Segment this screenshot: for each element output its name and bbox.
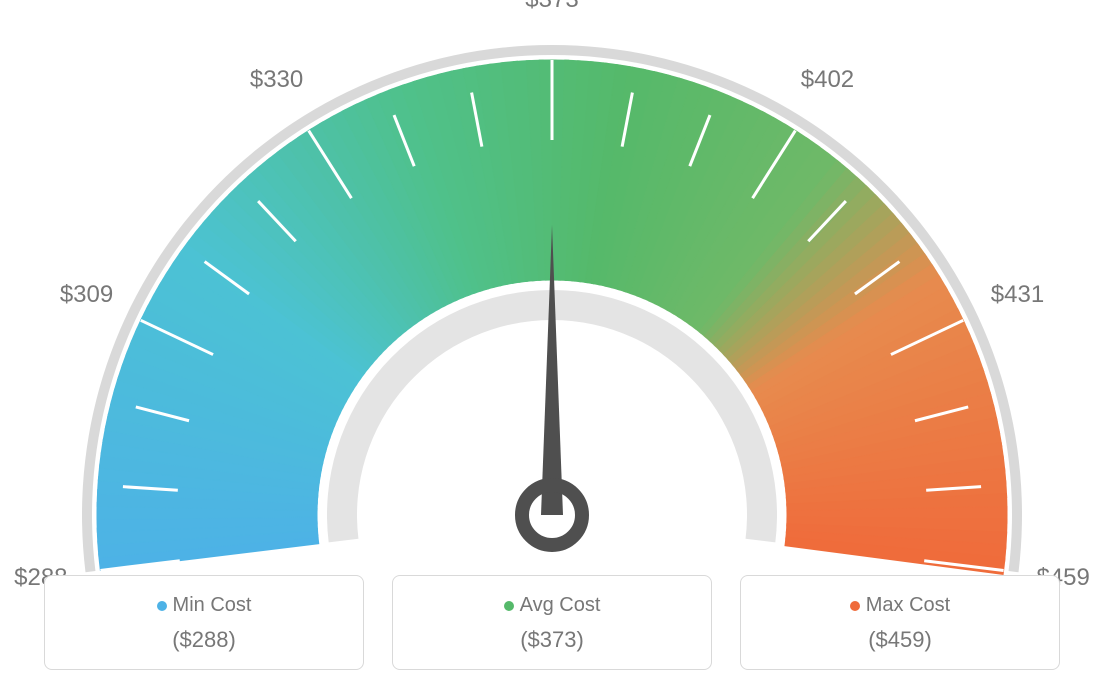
- cost-gauge: $288$309$330$373$402$431$459: [22, 20, 1082, 580]
- legend-label-text: Avg Cost: [520, 594, 601, 616]
- legend-label-text: Min Cost: [173, 594, 252, 616]
- legend-dot-max: [850, 601, 860, 611]
- legend-label: Max Cost: [753, 594, 1047, 617]
- gauge-tick-label: $309: [60, 281, 113, 309]
- legend-label: Avg Cost: [405, 594, 699, 617]
- gauge-tick-label: $431: [991, 281, 1044, 309]
- legend-dot-min: [157, 601, 167, 611]
- legend-card-min: Min Cost ($288): [44, 575, 364, 670]
- legend-value: ($459): [753, 627, 1047, 653]
- gauge-tick-label: $373: [525, 0, 578, 14]
- legend-dot-avg: [504, 601, 514, 611]
- gauge-svg: [22, 20, 1082, 580]
- legend-card-max: Max Cost ($459): [740, 575, 1060, 670]
- legend-value: ($373): [405, 627, 699, 653]
- legend-card-avg: Avg Cost ($373): [392, 575, 712, 670]
- legend-label-text: Max Cost: [866, 594, 950, 616]
- legend-value: ($288): [57, 627, 351, 653]
- gauge-tick-label: $330: [250, 66, 303, 94]
- legend: Min Cost ($288) Avg Cost ($373) Max Cost…: [44, 575, 1060, 670]
- legend-label: Min Cost: [57, 594, 351, 617]
- gauge-tick-label: $402: [801, 66, 854, 94]
